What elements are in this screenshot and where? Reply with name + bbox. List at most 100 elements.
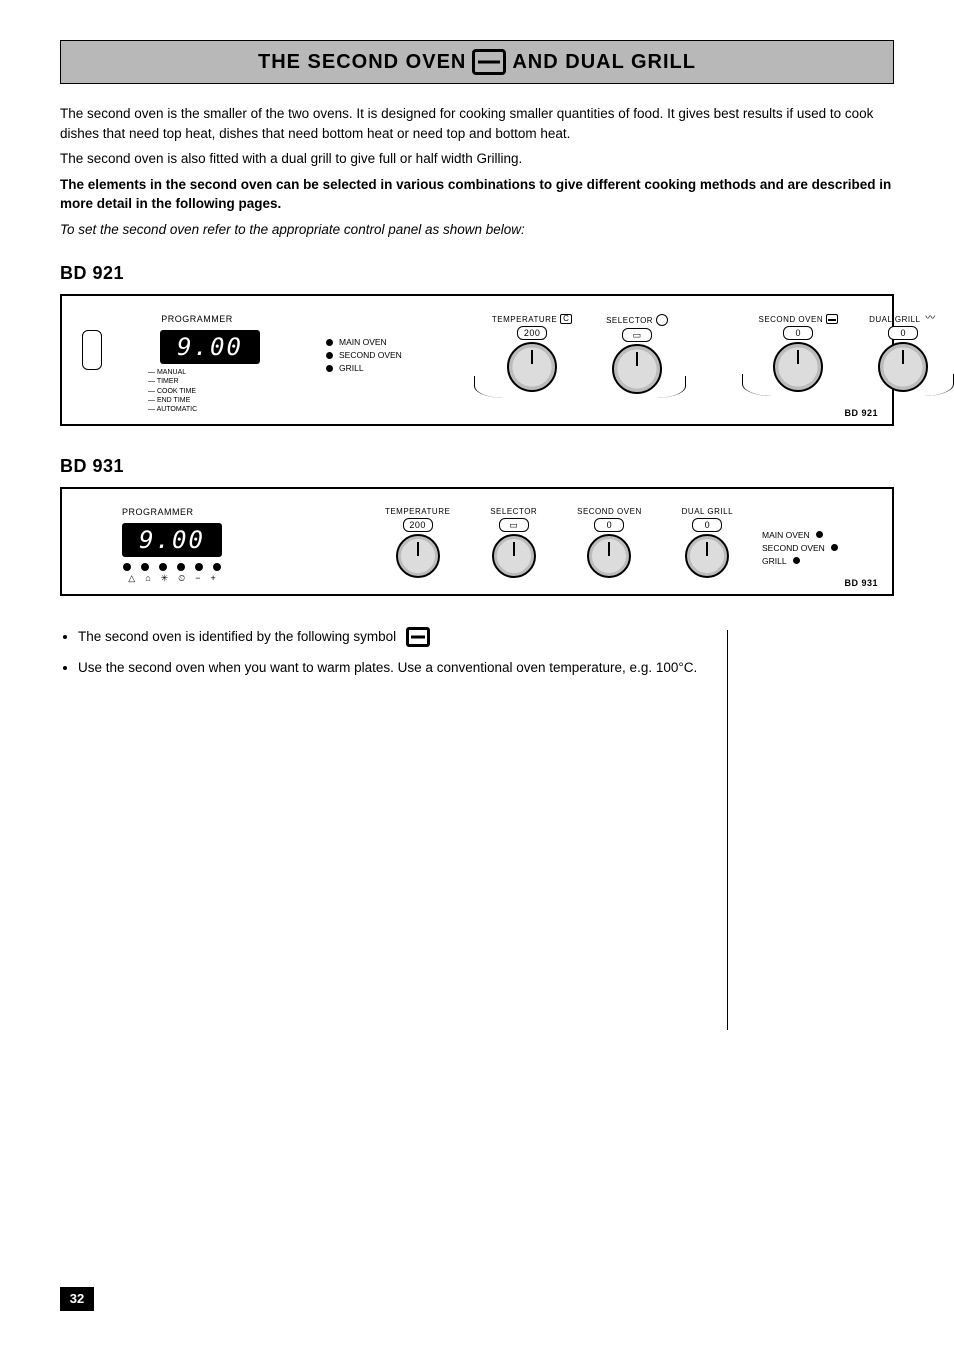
knob-secondoven-931: SECOND OVEN 0 (577, 507, 642, 578)
legend-cooktime: COOK TIME (148, 387, 312, 396)
knob-group-right: SECOND OVEN 0 DUAL GRILL 〰 0 (748, 314, 948, 392)
neon-indicators: MAIN OVEN SECOND OVEN GRILL (326, 314, 466, 376)
knob-group-931: TEMPERATURE 200 SELECTOR ▭ SECOND OVEN 0… (370, 507, 748, 578)
knob-dualgrill: DUAL GRILL 〰 0 (869, 314, 937, 392)
programmer-label-931: PROGRAMMER (122, 507, 282, 517)
knob-dualgrill-label: DUAL GRILL (682, 507, 733, 516)
knob-secondoven: SECOND OVEN 0 (758, 314, 838, 392)
knob-dualgrill-dial[interactable] (878, 342, 928, 392)
knob-secondoven-label: SECOND OVEN (577, 507, 642, 516)
section-heading-bd931: BD 931 (60, 456, 894, 477)
grill-wave-icon: 〰 (923, 314, 937, 324)
neon-mainoven: MAIN OVEN (339, 337, 387, 347)
knob-temperature-label: TEMPERATURE (385, 507, 450, 516)
second-oven-icon (826, 314, 838, 324)
note-1-text: The second oven is identified by the fol… (78, 629, 396, 644)
legend-automatic: AUTOMATIC (148, 405, 312, 414)
note-item-1: The second oven is identified by the fol… (78, 626, 697, 648)
notes-block: The second oven is identified by the fol… (60, 626, 894, 1030)
programmer-display: 9.00 (160, 330, 260, 364)
neon-dot (793, 557, 800, 564)
sym-pot: ⌂ (145, 573, 150, 584)
title-right: AND DUAL GRILL (512, 51, 696, 74)
knob-secondoven-dial[interactable] (587, 534, 631, 578)
intro-line3: The elements in the second oven can be s… (60, 175, 894, 214)
knob-selector: SELECTOR ▭ (606, 314, 668, 394)
intro-line1: The second oven is the smaller of the tw… (60, 104, 894, 143)
second-oven-icon (472, 49, 506, 75)
knob-secondoven-dial[interactable] (773, 342, 823, 392)
neon-secondoven: SECOND OVEN (339, 350, 402, 360)
prog-btn[interactable] (177, 563, 185, 571)
knob-dualgrill-display: 0 (692, 518, 722, 532)
section-heading-bd921: BD 921 (60, 263, 894, 284)
programmer-block: PROGRAMMER 9.00 MANUAL TIMER COOK TIME E… (82, 314, 312, 413)
intro-line2: The second oven is also fitted with a du… (60, 149, 894, 169)
knob-group-left: TEMPERATURE C 200 SELECTOR ▭ (480, 314, 680, 394)
knob-secondoven-display: 0 (594, 518, 624, 532)
neon-secondoven: SECOND OVEN (762, 543, 825, 553)
knob-temperature-dial[interactable] (396, 534, 440, 578)
programmer-label: PROGRAMMER (82, 314, 312, 324)
intro-text: The second oven is the smaller of the tw… (60, 104, 894, 239)
fan-icon (656, 314, 668, 326)
neon-grill: GRILL (339, 363, 364, 373)
knob-temperature-label: TEMPERATURE (492, 315, 557, 324)
knob-temperature-dial[interactable] (507, 342, 557, 392)
knob-selector-931: SELECTOR ▭ (490, 507, 537, 578)
prog-btn[interactable] (159, 563, 167, 571)
neon-dot (326, 339, 333, 346)
knob-selector-dial[interactable] (492, 534, 536, 578)
control-panel-bd921: PROGRAMMER 9.00 MANUAL TIMER COOK TIME E… (60, 294, 894, 425)
knob-dualgrill-label: DUAL GRILL (869, 315, 920, 324)
knob-selector-dial[interactable] (612, 344, 662, 394)
programmer-legend: MANUAL TIMER COOK TIME END TIME AUTOMATI… (148, 368, 312, 413)
knob-secondoven-label: SECOND OVEN (758, 315, 823, 324)
programmer-symbol-row: △ ⌂ ✳ ⏲ − + (122, 573, 222, 584)
prog-btn[interactable] (213, 563, 221, 571)
sym-bell: △ (128, 573, 135, 584)
neon-dot (326, 365, 333, 372)
knob-selector-display: ▭ (622, 328, 652, 342)
legend-endtime: END TIME (148, 396, 312, 405)
note-item-2: Use the second oven when you want to war… (78, 657, 697, 679)
model-tag-bd931: BD 931 (844, 578, 878, 588)
intro-line4: To set the second oven refer to the appr… (60, 220, 894, 240)
prog-btn[interactable] (141, 563, 149, 571)
programmer-block-931: PROGRAMMER 9.00 △ ⌂ ✳ ⏲ − + (82, 507, 282, 584)
model-tag-bd921: BD 921 (844, 408, 878, 418)
knob-temperature-931: TEMPERATURE 200 (385, 507, 450, 578)
degc-icon: C (560, 314, 572, 324)
knob-secondoven-display: 0 (783, 326, 813, 340)
neon-dot (816, 531, 823, 538)
neon-grill: GRILL (762, 556, 787, 566)
knob-selector-display: ▭ (499, 518, 529, 532)
note-2-text: Use the second oven when you want to war… (78, 660, 697, 675)
knob-temperature: TEMPERATURE C 200 (492, 314, 572, 392)
title-left: THE SECOND OVEN (258, 51, 466, 74)
programmer-door-icon (82, 330, 102, 370)
knob-temperature-display: 200 (517, 326, 547, 340)
neon-indicators-931: MAIN OVEN SECOND OVEN GRILL (762, 507, 872, 569)
knob-temperature-display: 200 (403, 518, 433, 532)
knob-selector-label: SELECTOR (606, 316, 653, 325)
prog-btn[interactable] (123, 563, 131, 571)
sym-minus: − (195, 573, 200, 584)
sym-clock: ⏲ (178, 573, 185, 584)
legend-manual: MANUAL (148, 368, 312, 377)
programmer-display-931: 9.00 (122, 523, 222, 557)
neon-mainoven: MAIN OVEN (762, 530, 810, 540)
control-panel-bd931: PROGRAMMER 9.00 △ ⌂ ✳ ⏲ − + (60, 487, 894, 596)
knob-dualgrill-dial[interactable] (685, 534, 729, 578)
programmer-button-row (122, 563, 222, 571)
neon-dot (831, 544, 838, 551)
sym-plus: + (210, 573, 215, 584)
sym-potstop: ✳ (161, 573, 169, 584)
page-number: 32 (60, 1287, 94, 1311)
page-title-bar: THE SECOND OVEN AND DUAL GRILL (60, 40, 894, 84)
prog-btn[interactable] (195, 563, 203, 571)
knob-selector-label: SELECTOR (490, 507, 537, 516)
legend-timer: TIMER (148, 377, 312, 386)
knob-dualgrill-931: DUAL GRILL 0 (682, 507, 733, 578)
second-oven-icon (406, 627, 430, 647)
